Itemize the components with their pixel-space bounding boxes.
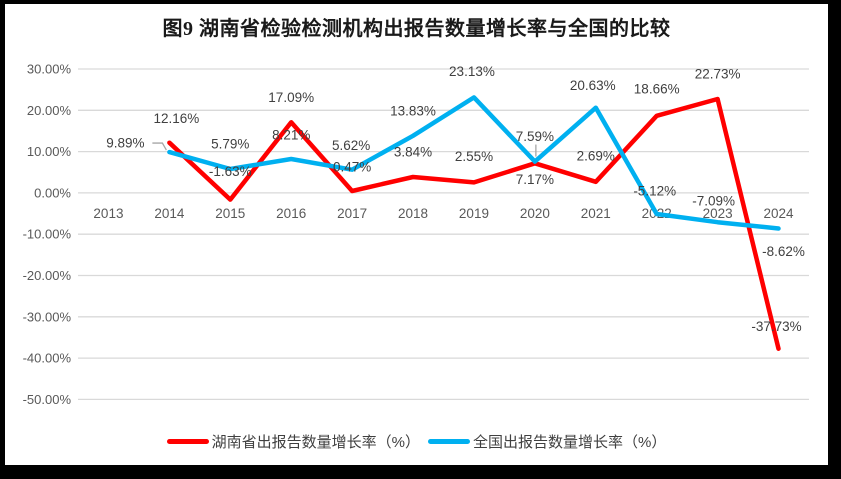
legend-label-hunan: 湖南省出报告数量增长率（%） (211, 433, 420, 451)
y-axis-tick-label: 10.00% (27, 144, 72, 159)
national-series-line (167, 95, 781, 231)
national-series-swatch-icon (428, 438, 470, 444)
plot-area: 30.00% 20.00% 10.00% 0.00% -10.00% -20.00% -30… (23, 62, 809, 407)
y-axis-tick-label: -50.00% (23, 392, 72, 407)
hunan-data-label: 18.66% (634, 81, 680, 96)
x-axis-year-label: 2019 (459, 206, 489, 221)
hunan-data-label: 2.69% (577, 148, 615, 163)
national-data-label: 20.63% (570, 78, 616, 93)
y-axis-tick-label: -30.00% (23, 309, 72, 324)
x-axis-year-label: 2014 (154, 206, 185, 221)
chart-title: 图9 湖南省检验检测机构出报告数量增长率与全国的比较 (162, 18, 671, 40)
y-axis-tick-label: 0.00% (34, 185, 71, 200)
x-axis-year-label: 2024 (764, 206, 795, 221)
x-axis-year-label: 2021 (581, 206, 611, 221)
national-data-label: 5.62% (332, 138, 370, 153)
legend-item-hunan: 湖南省出报告数量增长率（%） (166, 431, 420, 452)
x-axis-year-label: 2015 (215, 206, 245, 221)
national-data-label: 7.59% (516, 129, 554, 144)
national-data-label: -8.62% (762, 244, 805, 259)
hunan-data-label: 12.16% (153, 111, 199, 126)
legend-item-national: 全国出报告数量增长率（%） (428, 431, 666, 452)
x-axis-year-label: 2020 (520, 206, 550, 221)
x-axis-year-label: 2016 (276, 206, 306, 221)
hunan-data-label: 2.55% (455, 149, 493, 164)
legend-label-national: 全国出报告数量增长率（%） (473, 433, 667, 451)
hunan-data-label: 0.47% (333, 159, 371, 174)
data-label-leader-line (152, 142, 167, 151)
hunan-data-label: 17.09% (268, 90, 314, 105)
x-axis-year-label: 2017 (337, 206, 367, 221)
chart-canvas: 图9 湖南省检验检测机构出报告数量增长率与全国的比较 30.00% 20.00% 1… (5, 4, 828, 465)
national-data-label: 23.13% (449, 64, 495, 79)
hunan-data-label: -1.63% (209, 164, 252, 179)
hunan-data-label: -37.73% (751, 319, 801, 334)
hunan-data-label: 3.84% (394, 145, 432, 160)
x-axis-year-label: 2023 (703, 206, 733, 221)
national-data-label: 8.21% (272, 127, 310, 142)
national-data-label: 13.83% (390, 103, 436, 118)
national-data-label: -7.09% (692, 194, 735, 209)
x-axis-year-label: 2013 (93, 206, 123, 221)
y-axis-tick-label: 20.00% (27, 103, 72, 118)
x-axis-year-label: 2018 (398, 206, 428, 221)
hunan-data-label: 22.73% (695, 67, 741, 82)
hunan-series-line (167, 96, 781, 351)
y-axis-tick-label: 30.00% (27, 62, 72, 77)
legend: 湖南省出报告数量增长率（%） 全国出报告数量增长率（%） (5, 431, 828, 451)
national-data-label: 5.79% (211, 136, 249, 151)
hunan-series-swatch-icon (166, 438, 209, 444)
national-data-label: 9.89% (106, 136, 144, 151)
hunan-data-label: 7.17% (516, 172, 554, 187)
national-data-label: -5.12% (633, 184, 676, 199)
y-axis-tick-label: -10.00% (23, 227, 72, 242)
y-axis-tick-label: -40.00% (23, 351, 72, 366)
y-axis-tick-label: -20.00% (23, 268, 72, 283)
